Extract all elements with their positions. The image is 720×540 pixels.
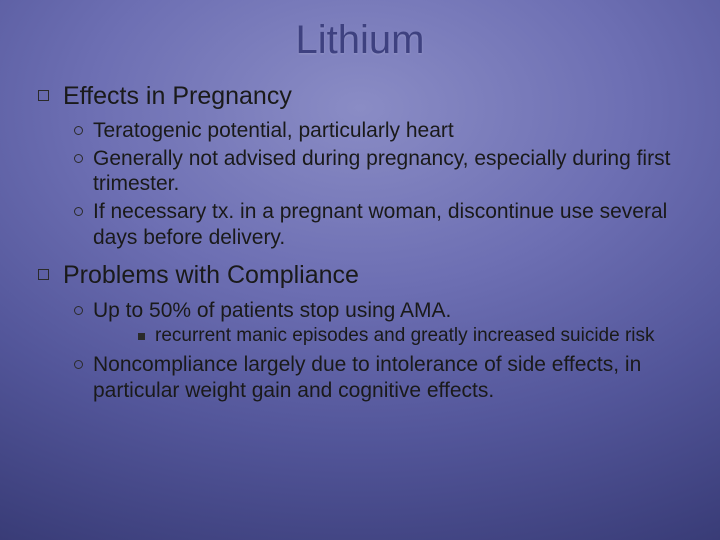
sub-text: If necessary tx. in a pregnant woman, di… (93, 199, 682, 250)
sub-list: Up to 50% of patients stop using AMA. re… (74, 298, 682, 404)
circle-bullet-icon (74, 154, 83, 163)
sub-text: Generally not advised during pregnancy, … (93, 146, 682, 197)
sub-item: If necessary tx. in a pregnant woman, di… (74, 199, 682, 250)
main-item: Problems with Compliance (38, 260, 682, 291)
circle-bullet-icon (74, 360, 83, 369)
sub2-item: recurrent manic episodes and greatly inc… (138, 325, 682, 348)
circle-bullet-icon (74, 126, 83, 135)
circle-bullet-icon (74, 207, 83, 216)
slide-title: Lithium (38, 18, 682, 63)
circle-bullet-icon (74, 306, 83, 315)
sub2-list: recurrent manic episodes and greatly inc… (138, 325, 682, 348)
main-item: Effects in Pregnancy (38, 81, 682, 112)
sub-list: Teratogenic potential, particularly hear… (74, 118, 682, 250)
square-bullet-icon (38, 269, 49, 280)
sub-item: Teratogenic potential, particularly hear… (74, 118, 682, 144)
sub-item: Generally not advised during pregnancy, … (74, 146, 682, 197)
main-heading: Effects in Pregnancy (63, 81, 292, 112)
sub-text: Noncompliance largely due to intolerance… (93, 352, 682, 403)
sub2-text: recurrent manic episodes and greatly inc… (155, 325, 655, 348)
main-heading: Problems with Compliance (63, 260, 359, 291)
sub-item: Noncompliance largely due to intolerance… (74, 352, 682, 403)
sub-text: Teratogenic potential, particularly hear… (93, 118, 454, 144)
square-filled-bullet-icon (138, 333, 145, 340)
slide-container: Lithium Effects in Pregnancy Teratogenic… (0, 0, 720, 433)
square-bullet-icon (38, 90, 49, 101)
sub-item: Up to 50% of patients stop using AMA. (74, 298, 682, 324)
sub-text: Up to 50% of patients stop using AMA. (93, 298, 451, 324)
